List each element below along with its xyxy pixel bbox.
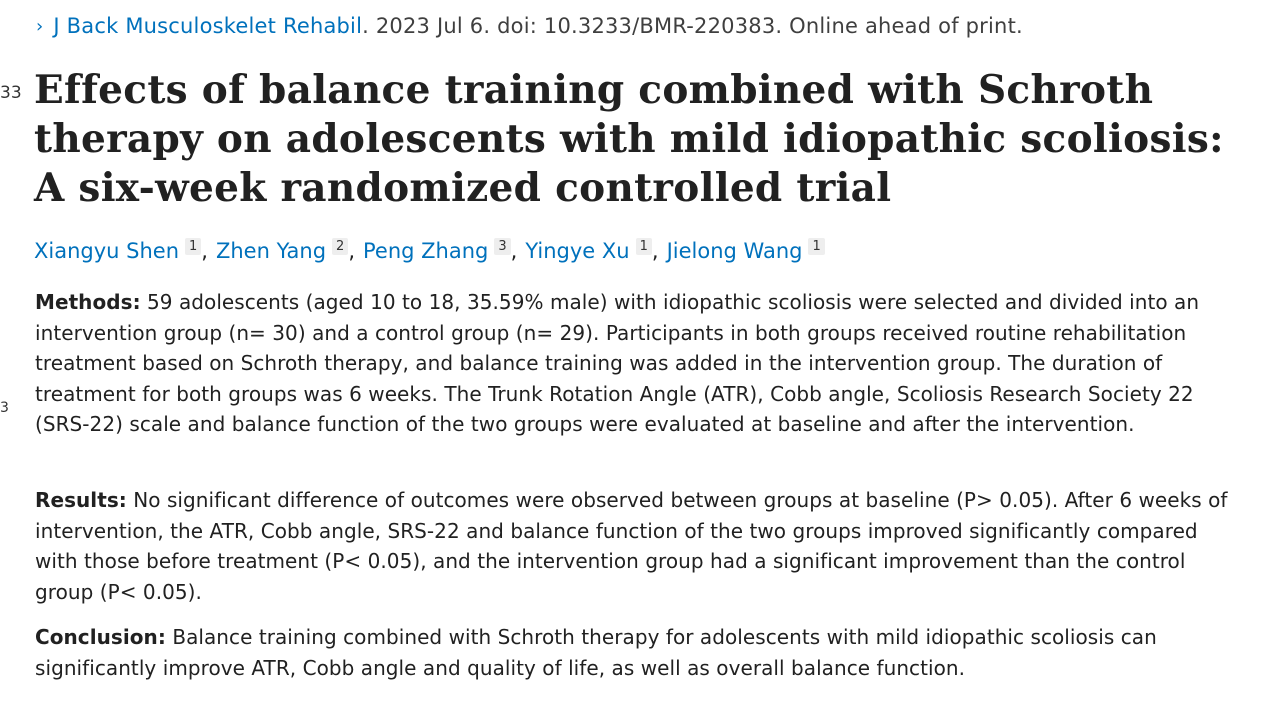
affiliation-badge[interactable]: 1 — [635, 238, 652, 255]
author-link[interactable]: Xiangyu Shen — [34, 239, 180, 263]
author-separator: , — [201, 239, 208, 263]
author-link[interactable]: Peng Zhang — [363, 239, 489, 263]
author-item: Yingye Xu 1 — [525, 238, 652, 263]
citation-details: . 2023 Jul 6. doi: 10.3233/BMR-220383. O… — [362, 14, 1023, 38]
affiliation-badge[interactable]: 1 — [808, 238, 825, 255]
citation-line: › J Back Musculoskelet Rehabil. 2023 Jul … — [36, 14, 1023, 38]
affiliation-badge[interactable]: 2 — [332, 238, 349, 255]
journal-link[interactable]: J Back Musculoskelet Rehabil — [53, 14, 363, 38]
author-separator: , — [651, 239, 659, 263]
affiliation-badge[interactable]: 1 — [185, 238, 202, 255]
author-link[interactable]: Jielong Wang — [666, 239, 803, 263]
author-item: Zhen Yang 2 — [215, 238, 349, 263]
left-edge-fragment: 33 — [0, 83, 22, 103]
chevron-right-icon[interactable]: › — [36, 16, 44, 37]
left-edge-fragment: 3 — [0, 400, 9, 416]
author-item: Xiangyu Shen 1 — [34, 238, 202, 263]
author-link[interactable]: Yingye Xu — [525, 239, 630, 263]
methods-text: 59 adolescents (aged 10 to 18, 35.59% ma… — [35, 290, 1200, 437]
results-text: No significant difference of outcomes we… — [35, 488, 1228, 604]
authors-list: Xiangyu Shen 1, Zhen Yang 2, Peng Zhang 3, Yin… — [34, 238, 825, 263]
conclusion-text: Balance training combined with Schroth t… — [35, 625, 1157, 680]
methods-label: Methods: — [35, 290, 141, 314]
abstract-conclusion: Conclusion: Balance training combined wi… — [35, 622, 1245, 683]
author-item: Peng Zhang 3 — [363, 238, 511, 263]
conclusion-label: Conclusion: — [35, 625, 166, 649]
author-separator: , — [348, 239, 355, 263]
author-item: Jielong Wang 1 — [666, 238, 825, 263]
article-title: Effects of balance training combined wit… — [34, 67, 1224, 211]
author-separator: , — [510, 239, 518, 263]
abstract-results: Results: No significant difference of ou… — [35, 485, 1245, 607]
affiliation-badge[interactable]: 3 — [494, 238, 511, 255]
results-label: Results: — [35, 488, 127, 512]
author-link[interactable]: Zhen Yang — [215, 239, 327, 263]
abstract-methods: Methods: 59 adolescents (aged 10 to 18, … — [35, 287, 1245, 440]
